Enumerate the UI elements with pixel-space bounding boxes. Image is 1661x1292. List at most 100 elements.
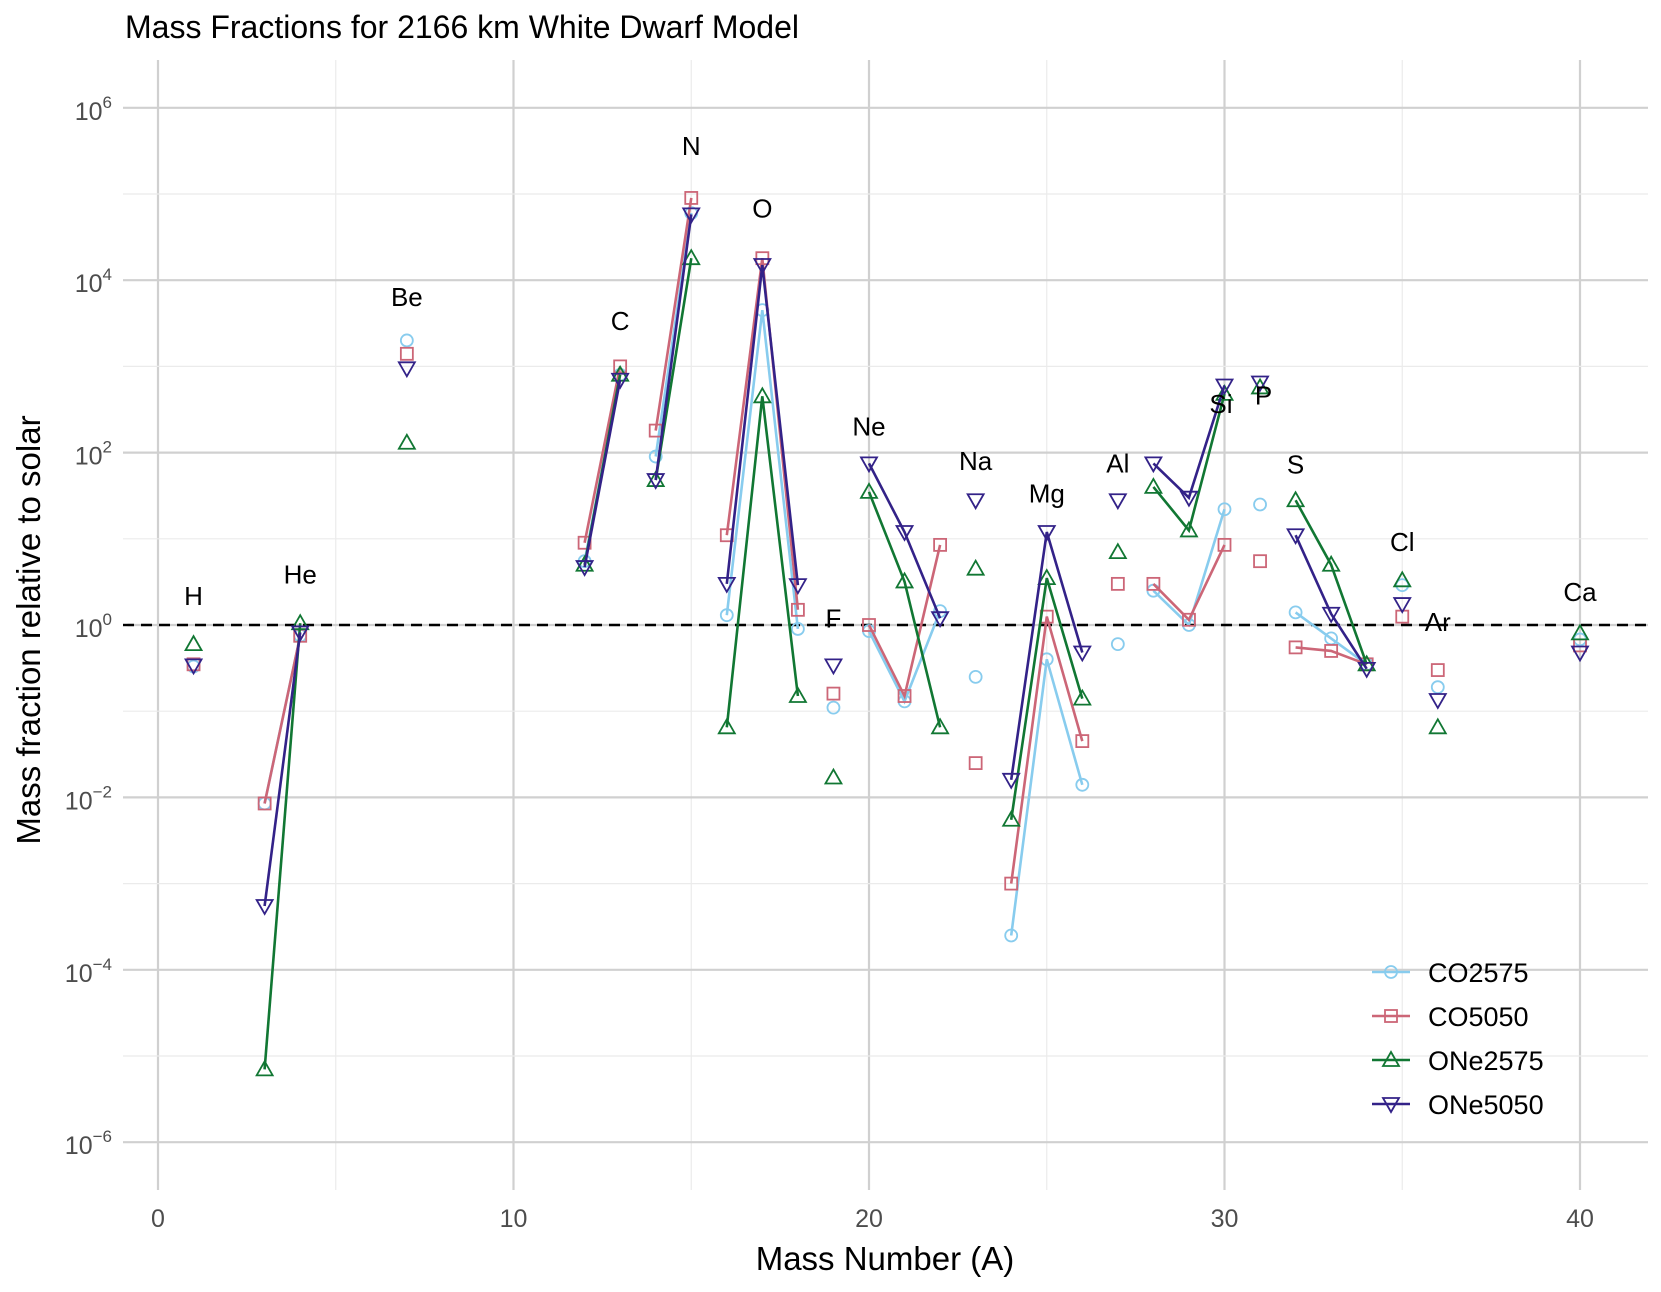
series-line [725, 309, 800, 630]
y-tick-label: 104 [75, 265, 112, 298]
data-point [1214, 378, 1235, 396]
data-point [257, 796, 272, 811]
data-point [788, 578, 808, 595]
legend-label: CO5050 [1428, 1002, 1529, 1032]
legend-label: ONe2575 [1428, 1046, 1544, 1076]
element-label: Ne [852, 411, 885, 441]
data-point [1321, 606, 1341, 624]
series-line [1294, 499, 1368, 665]
data-point [1357, 661, 1377, 679]
data-point [183, 658, 204, 676]
element-label: Cl [1390, 527, 1415, 557]
data-point [788, 686, 808, 703]
series-line [725, 264, 800, 586]
series-line [1294, 611, 1368, 666]
data-point [1430, 680, 1445, 695]
data-point [684, 191, 699, 205]
series-co2575 [186, 206, 1587, 943]
legend-key-marker [1384, 965, 1398, 979]
series-line [654, 214, 693, 481]
data-point [717, 717, 737, 735]
legend-item: ONe2575 [1372, 1046, 1544, 1076]
series-line [1152, 544, 1226, 623]
series-line [583, 379, 622, 568]
legend-key-marker [1384, 1009, 1398, 1023]
series-line [1009, 616, 1084, 884]
element-label: H [184, 581, 203, 611]
data-point [826, 700, 841, 715]
data-point [646, 470, 666, 487]
y-tick-label: 100 [75, 610, 112, 643]
y-tick-label: 102 [75, 438, 112, 471]
series-one5050 [183, 207, 1590, 916]
x-tick-labels: 0 10 20 30 40 [151, 1205, 1594, 1233]
data-point [1250, 375, 1270, 393]
data-point [255, 1059, 275, 1077]
data-point [1392, 597, 1412, 614]
x-tick-label: 20 [855, 1205, 883, 1233]
element-labels: H He Be C N O F Ne Na Mg Al Si P S Cl Ar Ca [184, 131, 1597, 637]
legend-label: ONe5050 [1428, 1090, 1544, 1120]
data-point [966, 493, 986, 511]
data-point [1143, 456, 1163, 474]
data-point [1392, 570, 1412, 588]
series-line [725, 396, 800, 728]
data-point [1321, 554, 1341, 572]
series-line [583, 366, 622, 543]
x-tick-label: 0 [151, 1205, 165, 1233]
element-label: F [826, 604, 842, 634]
series-line [867, 491, 942, 728]
data-point [1288, 605, 1303, 620]
data-point [1179, 490, 1199, 508]
element-label: C [611, 306, 630, 336]
data-point [1108, 493, 1128, 511]
series-line [1009, 531, 1084, 780]
y-axis-title: Mass fraction relative to solar [10, 415, 47, 844]
data-point [1004, 876, 1019, 891]
data-point [575, 560, 595, 577]
data-point [1179, 520, 1199, 538]
data-point [859, 482, 879, 499]
x-tick-label: 40 [1566, 1205, 1594, 1233]
series-line [867, 462, 942, 619]
element-label: Be [391, 282, 423, 312]
data-point [968, 756, 983, 770]
data-point [1288, 640, 1303, 655]
series-line [1009, 658, 1084, 936]
series-line [1009, 577, 1084, 820]
data-point [933, 537, 947, 552]
data-point [1253, 497, 1267, 512]
legend-item: CO2575 [1372, 958, 1529, 988]
data-point [399, 346, 414, 361]
data-point [1217, 537, 1232, 552]
series-line [654, 197, 693, 431]
data-point [897, 689, 912, 703]
data-point [1110, 576, 1125, 591]
grid [123, 60, 1648, 1190]
data-point [859, 456, 879, 474]
data-point [577, 535, 592, 550]
data-point [1037, 568, 1057, 586]
y-tick-labels: 106 104 102 100 10−2 10−4 10−6 [65, 93, 112, 1160]
data-point [681, 207, 701, 225]
element-label: S [1287, 449, 1304, 479]
series-line [263, 623, 302, 1070]
data-point [613, 359, 628, 374]
data-point [894, 571, 915, 589]
data-point [1075, 777, 1090, 792]
data-point [1428, 717, 1448, 735]
data-point [1143, 477, 1163, 494]
legend-label: CO2575 [1428, 958, 1529, 988]
data-point [648, 449, 663, 464]
data-point [290, 613, 310, 631]
element-label: Si [1209, 389, 1232, 419]
data-point [752, 386, 772, 404]
data-point [719, 608, 734, 623]
data-point [968, 669, 983, 684]
data-point [894, 525, 915, 542]
element-label: Na [959, 446, 993, 476]
series-line [867, 544, 942, 700]
series-line [263, 632, 302, 907]
data-point [966, 558, 986, 576]
